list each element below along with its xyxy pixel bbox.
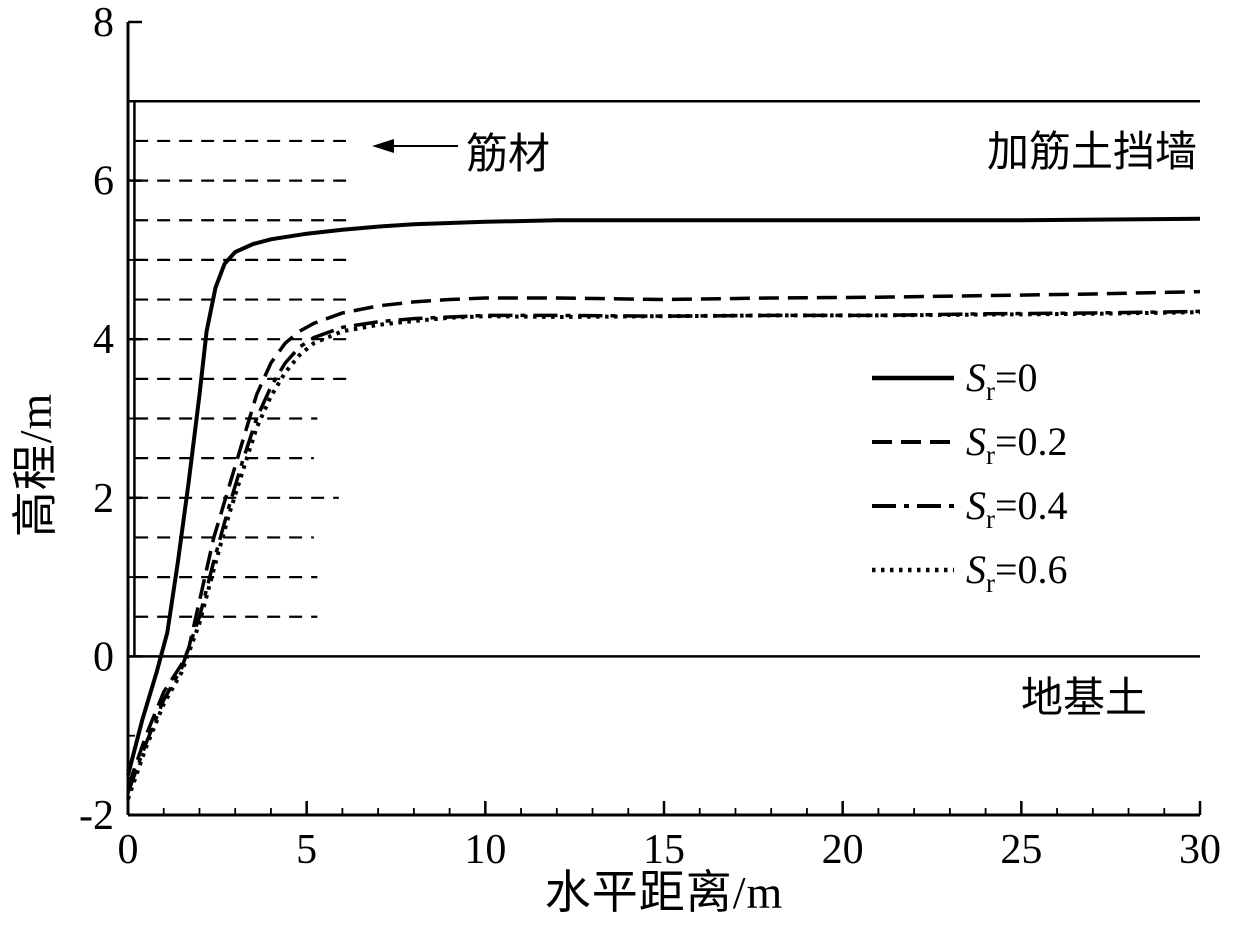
reinforcement-arrow-head	[372, 139, 394, 153]
series-curve-dashed	[126, 289, 1201, 788]
y-tick-label: -2	[79, 793, 114, 839]
y-tick-label: 2	[93, 476, 114, 522]
y-axis-title: 高程/m	[10, 392, 61, 538]
series-curve-dotted	[126, 310, 1201, 800]
legend-label: Sr=0.2	[966, 419, 1068, 470]
x-tick-label: 20	[822, 827, 864, 873]
x-tick-label: 25	[1000, 827, 1042, 873]
legend-label: Sr=0.6	[966, 547, 1068, 598]
foundation-annotation: 地基土	[1020, 676, 1147, 722]
x-tick-label: 0	[118, 827, 139, 873]
x-tick-label: 15	[643, 827, 685, 873]
reinforcement-annotation: 筋材	[466, 132, 551, 178]
y-tick-label: 6	[93, 159, 114, 205]
wall-annotation: 加筋土挡墙	[986, 130, 1197, 176]
x-tick-label: 10	[464, 827, 506, 873]
y-tick-label: 8	[93, 0, 114, 46]
x-tick-label: 30	[1179, 827, 1221, 873]
series-curve-solid	[126, 216, 1201, 776]
legend-label: Sr=0	[966, 355, 1038, 406]
legend-label: Sr=0.4	[966, 483, 1068, 534]
x-axis-title: 水平距离/m	[544, 867, 784, 918]
y-tick-label: 0	[93, 634, 114, 680]
x-tick-label: 5	[296, 827, 317, 873]
y-tick-label: 4	[93, 317, 114, 363]
series-curve-dashdot	[126, 309, 1201, 794]
